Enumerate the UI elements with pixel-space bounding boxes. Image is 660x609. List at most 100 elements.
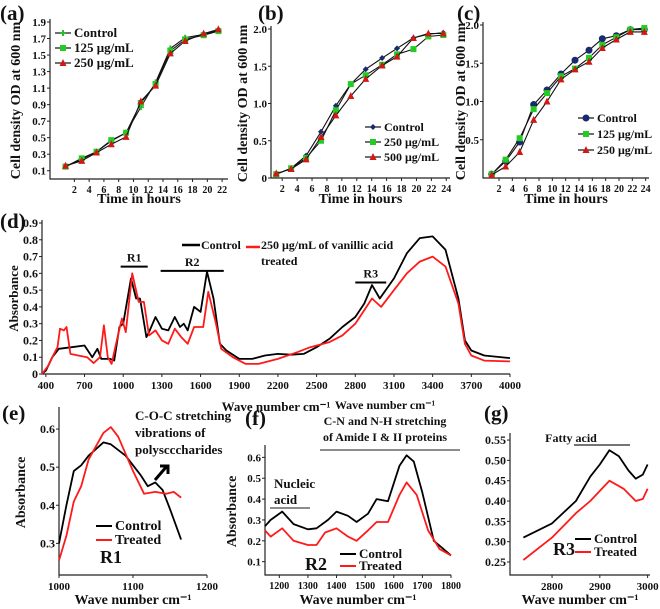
x-tick-label: 1000 (112, 380, 135, 392)
x-tick-label: 18 (601, 184, 611, 195)
x-tick-label: 2800 (344, 380, 367, 392)
x-tick-label: 24 (641, 184, 651, 195)
data-point (530, 106, 537, 113)
x-axis-label: Wave number cm⁻¹ (74, 593, 191, 608)
data-point (362, 74, 370, 82)
x-tick-label: 700 (76, 380, 93, 392)
x-tick-label: 14 (574, 184, 584, 195)
y-tick-label: 0.1 (247, 557, 261, 569)
x-tick-label: 1300 (298, 581, 318, 592)
series-250-g-ml-of-vanillic-acid-treated (41, 255, 511, 375)
y-tick-label: 0.40 (485, 494, 506, 508)
x-tick-label: 1600 (190, 380, 213, 392)
series-line (58, 441, 182, 544)
x-tick-label: 1300 (151, 380, 174, 392)
y-tick-label: 0.35 (485, 514, 506, 528)
data-point (347, 81, 354, 88)
x-tick-label: 2800 (541, 581, 564, 593)
data-point (93, 148, 101, 156)
legend-label: Control (201, 238, 241, 252)
x-tick-label: 2 (497, 184, 502, 195)
panel-a: (a) 2 4 6 8 10 12 14 16 18 20 22 0.1 0.3 0.5 0.7 0.9 1.1 1… (0, 1, 228, 207)
y-tick-label: 0.50 (485, 453, 506, 467)
data-point (302, 155, 310, 163)
data-point (410, 46, 417, 53)
x-axis-label: Time in hours (524, 192, 608, 207)
data-point (502, 162, 510, 170)
x-tick-label: 1900 (228, 380, 251, 392)
y-tick-label: 2.0 (465, 20, 479, 32)
x-tick-label: 16 (173, 185, 183, 196)
legend-marker (60, 30, 66, 36)
x-tick-label: 12 (352, 184, 362, 195)
region-label: R1 (100, 547, 122, 567)
legend-label: 125 μg/mL (597, 127, 652, 141)
data-point (544, 90, 550, 97)
data-point (332, 107, 339, 114)
legend-label: Control (597, 111, 637, 125)
y-tick-label: 0.9 (23, 216, 38, 230)
y-tick-label: 0.3 (32, 149, 46, 161)
x-tick-label: 20 (202, 185, 212, 196)
x-tick-label: 16 (382, 184, 392, 195)
x-tick-label: 12 (561, 184, 571, 195)
data-point (137, 97, 145, 105)
region-label: R2 (305, 554, 327, 574)
data-point (317, 133, 325, 141)
y-tick-label: 0.55 (485, 433, 506, 447)
legend-label: 250 μg/mL (384, 135, 439, 149)
region-label: R3 (363, 267, 378, 281)
y-tick-label: 0.4 (23, 300, 38, 314)
annotation-text: Wave number cm⁻¹ (335, 398, 436, 412)
legend-label: treated (261, 254, 298, 268)
x-tick-label: 1500 (355, 581, 375, 592)
series-control (58, 441, 182, 544)
y-tick-label: 0.4 (247, 494, 261, 506)
data-point (543, 97, 551, 105)
series-treated (58, 426, 182, 561)
data-point (123, 129, 130, 136)
legend: Control 125 μg/mL 250 μg/mL (578, 111, 652, 157)
y-tick-label: 1.5 (32, 50, 46, 62)
x-tick-label: 2 (280, 184, 285, 195)
axes (264, 445, 451, 576)
data-point (347, 92, 355, 100)
y-tick-label: 0.5 (32, 133, 46, 145)
series-250-g-ml (62, 25, 222, 169)
y-tick-label: 0.2 (247, 536, 261, 548)
data-point (502, 156, 509, 163)
x-tick-label: 10 (547, 184, 557, 195)
series-treated (522, 479, 649, 561)
data-point (640, 27, 648, 35)
y-tick-label: 0.3 (40, 536, 55, 550)
x-tick-label: 8 (324, 184, 329, 195)
series-line (264, 481, 452, 557)
y-tick-label: 1.7 (32, 34, 46, 46)
x-tick-label: 22 (627, 184, 637, 195)
series-500-g-ml (272, 29, 447, 177)
y-tick-label: 0.5 (253, 136, 267, 148)
data-point (557, 75, 565, 83)
y-tick-label: 2.0 (253, 24, 267, 36)
x-tick-label: 1200 (269, 581, 289, 592)
x-tick-label: 20 (614, 184, 624, 195)
panel-f: (f) 1200 1300 1400 1500 1600 1700 1800 0.1 0.2 0.3… (225, 398, 461, 608)
y-tick-label: 0.7 (23, 250, 38, 264)
data-point (272, 169, 280, 177)
x-tick-label: 6 (523, 184, 528, 195)
data-point (424, 29, 432, 37)
x-tick-label: 4 (510, 184, 515, 195)
x-tick-label: 24 (441, 184, 451, 195)
data-point (78, 156, 86, 164)
x-axis-label: Time in hours (319, 192, 403, 207)
y-tick-label: 0.6 (23, 266, 38, 280)
annotation-text: C-O-C stretching (135, 408, 232, 423)
data-point (200, 29, 208, 37)
annotation-text: C-N and N-H stretching (324, 414, 447, 428)
x-axis-label: Wave number cm⁻¹ (222, 399, 331, 414)
x-tick-label: 3700 (460, 380, 483, 392)
y-tick-label: 0.8 (23, 233, 38, 247)
x-tick-label: 4 (295, 184, 300, 195)
y-axis-label: Cell density OD at 600 nm (9, 21, 24, 179)
